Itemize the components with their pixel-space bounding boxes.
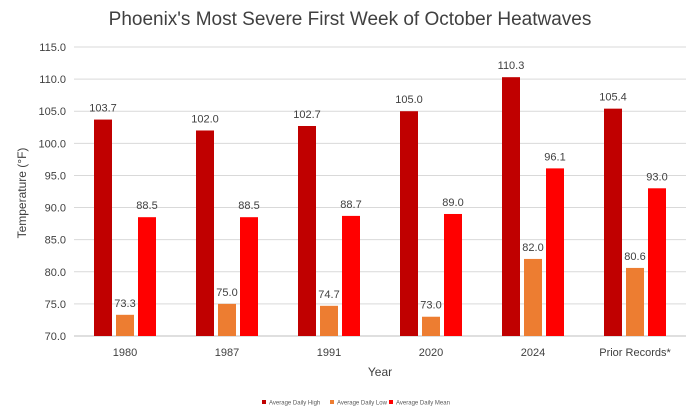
bars — [94, 77, 666, 337]
y-axis-ticks: 70.0 75.0 80.0 85.0 90.0 95.0 100.0 105.0 110.0 1… — [38, 42, 66, 343]
y-tick-label: 115.0 — [39, 42, 66, 54]
bar-average-daily-high — [604, 108, 622, 336]
y-tick-label: 95.0 — [45, 170, 66, 182]
y-axis-title: Temperature (°F) — [15, 148, 29, 239]
legend-label: Average Daily Mean — [396, 401, 450, 407]
data-label: 105.4 — [599, 92, 627, 104]
bar-average-daily-low — [218, 303, 236, 336]
data-label: 88.5 — [238, 200, 259, 212]
x-tick-label: 1980 — [113, 347, 137, 359]
legend-swatch — [389, 400, 393, 404]
y-tick-label: 75.0 — [45, 299, 66, 311]
y-tick-label: 110.0 — [39, 74, 66, 86]
bar-average-daily-high — [502, 77, 520, 336]
bar-average-daily-low — [422, 316, 440, 336]
bar-average-daily-mean — [648, 188, 666, 336]
bar-average-daily-low — [524, 258, 542, 336]
data-label: 74.7 — [318, 289, 339, 301]
data-labels: 103.7 73.3 88.5 102.0 75.0 88.5 102.7 74.7 88.7 1… — [89, 60, 667, 312]
legend-swatch — [330, 400, 334, 404]
y-tick-label: 105.0 — [38, 106, 66, 118]
data-label: 102.0 — [191, 113, 219, 125]
x-tick-label: 1987 — [215, 347, 239, 359]
bar-average-daily-mean — [138, 217, 156, 336]
data-label: 89.0 — [442, 197, 463, 209]
legend-label: Average Daily Low — [337, 401, 388, 407]
data-label: 82.0 — [522, 242, 543, 254]
data-label: 75.0 — [216, 287, 237, 299]
data-label: 110.3 — [498, 60, 525, 72]
gridlines — [74, 46, 686, 337]
data-label: 103.7 — [89, 103, 117, 115]
bar-average-daily-low — [320, 305, 338, 336]
data-label: 88.7 — [340, 199, 361, 211]
legend-label: Average Daily High — [269, 401, 320, 407]
bar-average-daily-low — [626, 267, 644, 336]
bar-average-daily-high — [94, 119, 112, 337]
x-axis-ticks: 1980 1987 1991 2020 2024 Prior Records* — [113, 347, 672, 359]
bar-average-daily-mean — [240, 217, 258, 336]
data-label: 80.6 — [624, 251, 645, 263]
bar-average-daily-low — [116, 314, 134, 336]
y-tick-label: 70.0 — [45, 331, 66, 343]
bar-average-daily-high — [298, 125, 316, 336]
y-tick-label: 85.0 — [45, 235, 66, 247]
bar-average-daily-high — [400, 111, 418, 336]
x-tick-label: 1991 — [317, 347, 341, 359]
data-label: 96.1 — [544, 151, 565, 163]
x-tick-label: 2024 — [521, 347, 545, 359]
data-label: 105.0 — [395, 94, 423, 106]
x-tick-label: Prior Records* — [599, 347, 671, 359]
legend: Average Daily High Average Daily Low Avera… — [262, 400, 450, 407]
x-tick-label: 2020 — [419, 347, 443, 359]
y-tick-label: 80.0 — [45, 267, 66, 279]
data-label: 88.5 — [136, 200, 157, 212]
y-tick-label: 90.0 — [45, 203, 66, 215]
bar-average-daily-mean — [444, 213, 462, 336]
y-tick-label: 100.0 — [38, 138, 66, 150]
chart-title: Phoenix's Most Severe First Week of Octo… — [109, 9, 592, 30]
bar-average-daily-high — [196, 130, 214, 336]
data-label: 102.7 — [293, 109, 321, 121]
legend-swatch — [262, 400, 266, 404]
data-label: 93.0 — [646, 171, 667, 183]
data-label: 73.3 — [114, 298, 135, 310]
bar-average-daily-mean — [342, 215, 360, 336]
bar-average-daily-mean — [546, 168, 564, 336]
data-label: 73.0 — [420, 300, 441, 312]
x-axis-title: Year — [368, 365, 392, 379]
